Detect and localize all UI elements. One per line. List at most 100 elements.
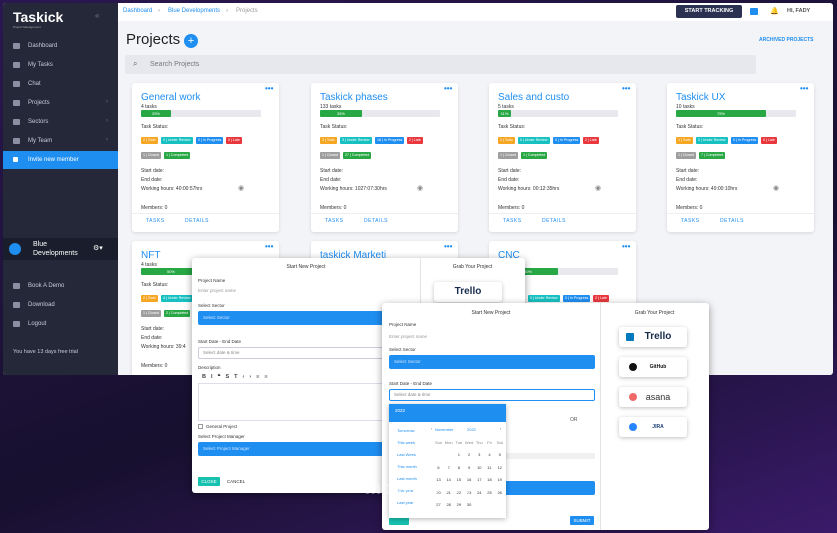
day[interactable]: 15 (456, 477, 462, 482)
add-project-button[interactable]: + (184, 34, 198, 48)
sector-select[interactable]: Select Sector (198, 311, 414, 325)
day[interactable]: 7 (447, 464, 450, 470)
day[interactable]: 29 (456, 502, 462, 507)
collapse-icon[interactable]: « (95, 11, 100, 20)
eye-icon[interactable]: ◉ (417, 185, 424, 192)
menu-item[interactable]: Book A Demo (28, 283, 65, 289)
card-menu[interactable]: ••• (622, 84, 631, 93)
menu-item[interactable]: Chat (28, 81, 41, 87)
breadcrumb[interactable]: Blue Developments (168, 8, 221, 14)
picker-nav[interactable]: › (500, 426, 502, 431)
day[interactable]: 16 (466, 477, 472, 482)
user-greeting[interactable]: HI, FADY (787, 8, 811, 14)
card-action[interactable]: TASKS (146, 218, 165, 224)
menu-item[interactable]: Logout (28, 321, 47, 327)
day[interactable]: 14 (446, 477, 451, 482)
menu-item[interactable]: My Tasks (28, 62, 53, 68)
project-name[interactable]: Taskick phases (320, 92, 388, 103)
card-action[interactable]: TASKS (325, 218, 344, 224)
editor-toolbar[interactable]: BI❝SΤ‹›≡≡ (202, 374, 273, 380)
project-name[interactable]: taskick Marketi (320, 250, 387, 261)
quick-range[interactable]: This year (397, 488, 414, 493)
day[interactable]: 4 (488, 452, 491, 457)
quick-range[interactable]: This week (397, 440, 416, 445)
picker-nav[interactable]: ‹ (431, 426, 433, 431)
search-bar[interactable]: ⌕ Search Projects (125, 55, 756, 74)
card-action[interactable]: DETAILS (185, 218, 209, 224)
quick-range[interactable]: Tomorrow (397, 428, 415, 433)
day[interactable]: 1 (457, 452, 460, 457)
card-action[interactable]: DETAILS (364, 218, 388, 224)
project-name[interactable]: Taskick UX (676, 92, 726, 103)
day[interactable]: 18 (487, 477, 492, 482)
close-button[interactable] (389, 516, 409, 525)
day[interactable]: 5 (498, 452, 501, 457)
day[interactable]: 13 (436, 477, 441, 482)
project-name[interactable]: General work (141, 92, 201, 103)
eye-icon[interactable]: ◉ (773, 185, 780, 192)
project-card[interactable]: ••• Taskick UX 10 tasks 75% Task Status: 1 | … (667, 83, 814, 232)
day[interactable]: 11 (487, 464, 492, 470)
eye-icon[interactable]: ◉ (238, 185, 245, 192)
breadcrumb[interactable]: Dashboard (123, 8, 153, 14)
card-action[interactable]: TASKS (503, 218, 522, 224)
day[interactable]: 23 (466, 489, 472, 495)
card-menu[interactable]: ••• (444, 84, 453, 93)
archived-link[interactable]: ARCHIVED PROJECTS (759, 37, 814, 43)
tracking-icon[interactable] (750, 8, 758, 15)
day[interactable]: 3 (478, 452, 481, 457)
integration-button[interactable]: Trello (619, 327, 687, 347)
day[interactable]: 9 (467, 464, 471, 470)
menu-item[interactable]: Sectors (28, 119, 49, 125)
project-card[interactable]: ••• General work 4 tasks 25% Task Status: 2 |… (132, 83, 279, 232)
card-menu[interactable]: ••• (800, 84, 809, 93)
picker-year-select[interactable]: 2022 (467, 427, 476, 432)
day[interactable]: 8 (457, 464, 460, 470)
day[interactable]: 24 (477, 489, 482, 495)
project-name[interactable]: Sales and custo (498, 92, 570, 103)
day[interactable]: 25 (487, 489, 492, 495)
menu-item[interactable]: My Team (28, 138, 53, 144)
day[interactable]: 21 (446, 489, 451, 495)
card-menu[interactable]: ••• (444, 242, 453, 251)
menu-item[interactable]: Dashboard (28, 43, 58, 49)
quick-range[interactable]: Last Week (397, 452, 416, 457)
day[interactable]: 26 (497, 489, 502, 495)
day[interactable]: 12 (497, 464, 502, 470)
cancel-button[interactable]: CANCEL (226, 479, 246, 484)
day[interactable]: 20 (436, 489, 441, 495)
day[interactable]: 22 (456, 489, 462, 495)
project-card[interactable]: ••• Sales and custo 5 tasks 11% Task Status:… (489, 83, 636, 232)
card-action[interactable]: DETAILS (720, 218, 744, 224)
close-button[interactable]: CLOSE (198, 477, 220, 486)
card-action[interactable]: DETAILS (542, 218, 566, 224)
card-menu[interactable]: ••• (622, 242, 631, 251)
card-menu[interactable]: ••• (265, 84, 274, 93)
sector-select[interactable]: Select Sector (389, 355, 595, 369)
project-card[interactable]: ••• Taskick phases 133 tasks 35% Task Status… (311, 83, 458, 232)
day[interactable]: 27 (436, 502, 441, 507)
integration-button[interactable]: GitHub (619, 357, 687, 377)
card-action[interactable]: TASKS (681, 218, 700, 224)
checkbox[interactable] (198, 424, 203, 429)
quick-range[interactable]: This month (397, 464, 417, 469)
eye-icon[interactable]: ◉ (595, 185, 602, 192)
notification-icon[interactable]: 🔔 (770, 8, 779, 15)
workspace[interactable]: Blue Developments ⚙▾ (3, 238, 118, 260)
start-tracking-button[interactable]: START TRACKING (676, 5, 742, 18)
day[interactable]: 19 (497, 477, 502, 482)
card-menu[interactable]: ••• (265, 242, 274, 251)
day[interactable]: 6 (437, 464, 440, 470)
day[interactable]: 2 (467, 452, 471, 457)
integration-button[interactable]: JIRA (619, 417, 687, 437)
invite-item[interactable]: Invite new member (3, 151, 118, 169)
day[interactable]: 30 (466, 502, 472, 507)
project-name[interactable]: CNC (498, 250, 520, 261)
submit-button[interactable]: SUBMIT (570, 516, 594, 525)
integration-button[interactable]: asana (619, 387, 687, 407)
menu-item[interactable]: Download (28, 302, 55, 308)
manager-select[interactable]: Select Project Manager (198, 442, 414, 456)
integration-button[interactable]: Trello (434, 282, 502, 302)
menu-item[interactable]: Projects (28, 100, 50, 106)
day[interactable]: 17 (477, 477, 482, 482)
